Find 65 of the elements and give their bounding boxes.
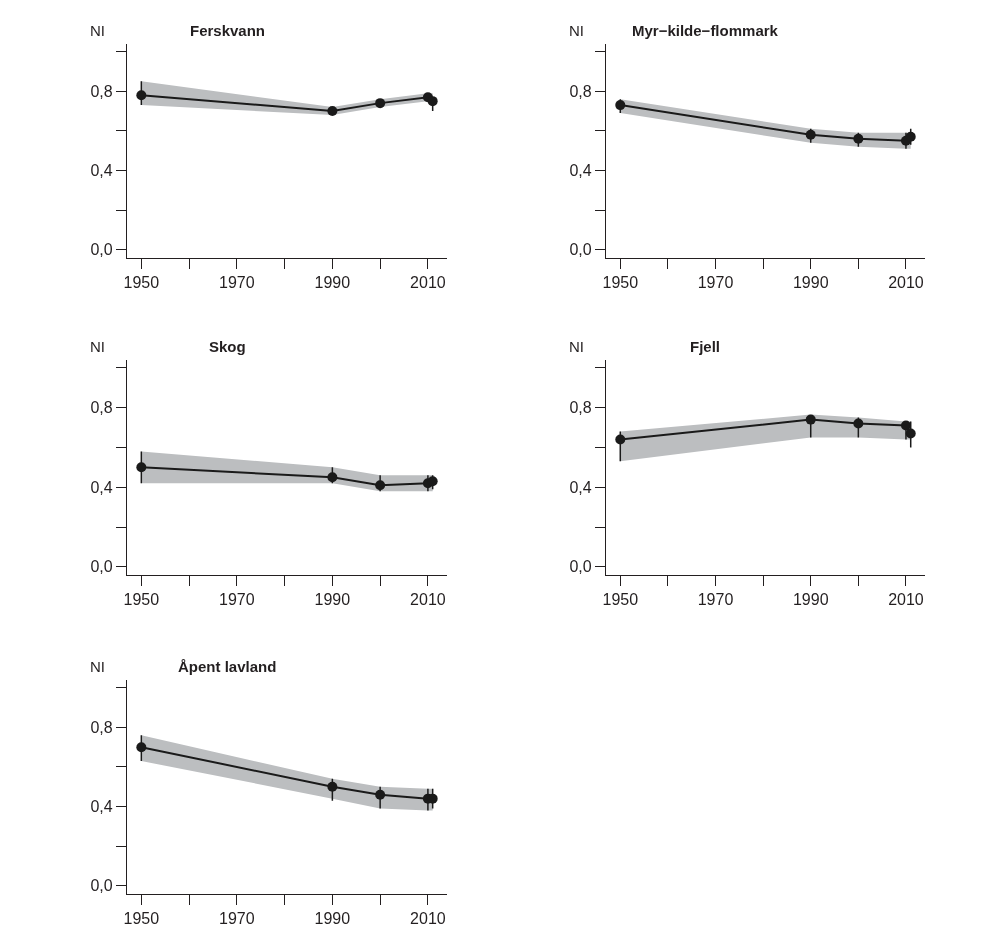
x-tick-label: 1970 <box>219 273 255 291</box>
point <box>853 418 864 429</box>
point <box>905 131 916 142</box>
x-tick-label: 2010 <box>410 910 446 928</box>
x-tick-label: 1990 <box>314 591 351 609</box>
point <box>136 742 147 753</box>
x-tick-label: 1970 <box>697 273 734 291</box>
point <box>327 472 338 483</box>
point <box>327 106 338 117</box>
x-tick-label: 2010 <box>410 591 446 609</box>
y-tick-label: 0,4 <box>90 798 113 816</box>
x-tick-label: 1990 <box>792 273 829 291</box>
y-tick-label: 0,8 <box>569 82 592 100</box>
point <box>375 98 386 109</box>
point <box>136 90 147 101</box>
x-tick-label: 2010 <box>888 591 924 609</box>
chart-title: Fjell <box>690 338 721 355</box>
y-tick-label: 0,0 <box>569 241 592 259</box>
point <box>136 462 147 473</box>
point <box>427 476 438 487</box>
y-axis-title: NI <box>90 22 105 39</box>
point <box>905 428 916 439</box>
y-tick-label: 0,8 <box>90 82 113 100</box>
x-tick-label: 1970 <box>697 591 734 609</box>
x-tick-label: 1950 <box>602 273 639 291</box>
x-tick-label: 1990 <box>314 273 351 291</box>
point <box>615 100 626 111</box>
y-tick-label: 0,0 <box>90 241 113 259</box>
chart-title: Skog <box>209 338 246 355</box>
y-tick-label: 0,4 <box>90 478 113 496</box>
x-tick-label: 1990 <box>792 591 829 609</box>
x-tick-label: 2010 <box>888 273 924 291</box>
y-tick-label: 0,8 <box>569 399 592 417</box>
chart-title: Myr−kilde−flommark <box>632 22 779 39</box>
y-axis-title: NI <box>569 22 584 39</box>
point <box>375 480 386 491</box>
point <box>805 414 816 425</box>
x-tick-label: 1970 <box>219 910 255 928</box>
point <box>427 96 438 107</box>
x-tick-label: 1970 <box>219 591 255 609</box>
x-tick-label: 1950 <box>123 273 160 291</box>
y-tick-label: 0,4 <box>569 478 592 496</box>
x-tick-label: 2010 <box>410 273 446 291</box>
x-tick-label: 1950 <box>602 591 639 609</box>
y-tick-label: 0,8 <box>90 399 113 417</box>
y-tick-label: 0,0 <box>90 877 113 895</box>
y-tick-label: 0,4 <box>569 162 592 180</box>
y-axis-title: NI <box>90 658 105 675</box>
chart-title: Ferskvann <box>190 22 266 39</box>
point <box>805 129 816 140</box>
y-axis-title: NI <box>569 338 584 355</box>
y-tick-label: 0,0 <box>569 558 592 576</box>
y-tick-label: 0,8 <box>90 718 113 736</box>
chart-title: Åpent lavland <box>178 658 277 675</box>
x-tick-label: 1950 <box>123 910 160 928</box>
y-tick-label: 0,0 <box>90 558 113 576</box>
point <box>900 420 911 431</box>
x-tick-label: 1950 <box>123 591 160 609</box>
x-tick-label: 1990 <box>314 910 351 928</box>
y-axis-title: NI <box>90 338 105 355</box>
point <box>375 789 386 800</box>
point <box>327 781 338 792</box>
point <box>853 133 864 144</box>
y-tick-label: 0,4 <box>90 162 113 180</box>
point <box>615 434 626 445</box>
